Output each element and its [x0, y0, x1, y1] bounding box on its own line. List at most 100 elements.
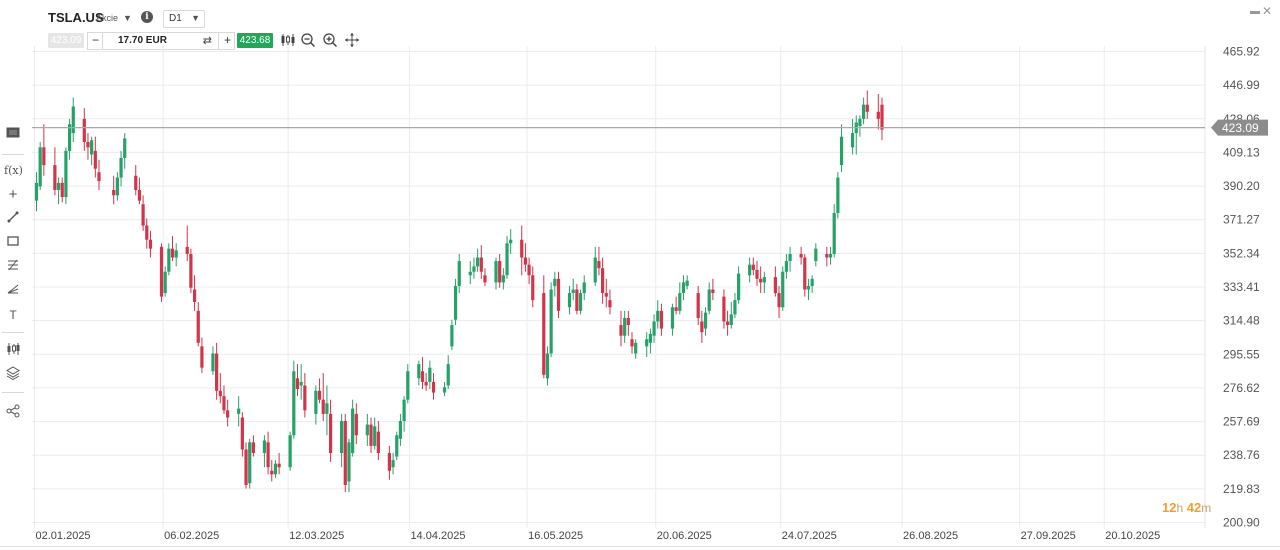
candle-body: [696, 293, 700, 318]
increase-quantity-button[interactable]: +: [223, 33, 231, 47]
y-tick-label: 371.27: [1223, 213, 1260, 227]
chart-type-icon[interactable]: [280, 32, 296, 48]
candle: [189, 248, 193, 294]
candle-body: [137, 189, 142, 201]
candle: [601, 257, 605, 304]
quantity-stepper[interactable]: − 17.70 EUR ⇄ +: [87, 32, 235, 50]
candle: [527, 257, 531, 285]
candle-body: [159, 246, 164, 297]
decrease-quantity-button[interactable]: −: [92, 33, 100, 47]
sell-price-button[interactable]: 423.09: [48, 33, 84, 48]
symbol-label[interactable]: TSLA.US: [48, 10, 104, 25]
candle: [457, 253, 461, 294]
pitchfork-icon[interactable]: [4, 282, 22, 300]
candle-body: [725, 321, 730, 326]
text-tool-icon[interactable]: T: [9, 308, 17, 322]
candle: [244, 442, 248, 489]
crosshair-icon[interactable]: +: [8, 186, 18, 203]
move-icon[interactable]: [344, 32, 360, 48]
x-tick-label: 27.09.2025: [1021, 530, 1076, 542]
candle: [222, 385, 226, 414]
candle: [725, 310, 730, 336]
candle: [825, 246, 829, 267]
candle-body: [678, 293, 682, 311]
swap-units-icon[interactable]: ⇄: [202, 35, 212, 47]
rectangle-tool-icon[interactable]: [4, 234, 22, 252]
candle: [200, 337, 204, 374]
candle-body: [295, 378, 300, 390]
candle-body: [53, 165, 57, 190]
candle: [82, 108, 86, 151]
candle: [722, 289, 726, 329]
candle-body: [648, 333, 652, 343]
chart-toolbar: TSLA.US Akcie ▼ i D1 ▼ ▬ ✕ 423.09 − 17.7…: [0, 0, 1280, 52]
candle: [483, 268, 487, 286]
candle: [60, 177, 64, 203]
candle-body: [34, 182, 39, 201]
candle: [317, 378, 322, 404]
share-icon[interactable]: [4, 404, 22, 422]
move-glyph: [345, 33, 359, 47]
quantity-input[interactable]: 17.70 EUR: [118, 35, 167, 46]
candle-body: [273, 463, 278, 475]
candle-body: [395, 435, 399, 457]
x-tick-label: 16.05.2025: [528, 530, 583, 542]
candle-body: [571, 289, 575, 294]
zoom-in-icon[interactable]: [322, 32, 338, 48]
candle: [604, 278, 608, 308]
candle: [505, 236, 509, 279]
layers-glyph: [6, 366, 20, 381]
candle: [836, 172, 840, 219]
timeframe-select[interactable]: D1 ▼: [163, 10, 205, 28]
candle: [123, 133, 127, 169]
candle: [751, 257, 755, 276]
candle-body: [578, 293, 583, 311]
layers-icon[interactable]: [4, 366, 22, 384]
buy-price-button[interactable]: 423.68: [237, 33, 273, 48]
symbol-dropdown-chevron-down-icon[interactable]: ▼: [123, 13, 132, 23]
close-icon[interactable]: ✕: [1262, 4, 1273, 18]
candle: [862, 97, 866, 125]
candle: [321, 373, 325, 422]
candle-body: [42, 147, 46, 166]
candle: [784, 253, 789, 279]
candle: [53, 147, 57, 196]
price-axis: 465.92446.99428.06409.13390.20371.27352.…: [1223, 45, 1260, 530]
candle-body: [737, 273, 741, 301]
candle: [476, 248, 480, 272]
candle-body: [619, 325, 623, 336]
candle-body: [623, 317, 627, 336]
candle: [159, 243, 164, 302]
candles-icon[interactable]: [4, 342, 22, 360]
candle: [325, 385, 329, 436]
fibonacci-icon[interactable]: [4, 258, 22, 276]
candle: [652, 314, 656, 343]
candle-body: [93, 150, 97, 169]
current-price-label: 423.09: [1222, 121, 1259, 135]
candle: [251, 435, 255, 457]
candle-body: [417, 364, 421, 379]
candle: [211, 346, 215, 375]
candle: [453, 278, 458, 326]
info-icon[interactable]: i: [141, 11, 153, 23]
candle: [42, 124, 46, 176]
window-icon[interactable]: ▬: [1250, 6, 1260, 17]
candle-body: [567, 293, 572, 308]
candle: [226, 399, 230, 427]
display-icon[interactable]: [4, 126, 22, 144]
candle-body: [630, 339, 634, 347]
candle-body: [593, 257, 597, 283]
candle-body: [784, 261, 789, 272]
zoom-out-icon[interactable]: [300, 32, 316, 48]
line-tool-icon[interactable]: [4, 210, 22, 228]
candle: [328, 399, 333, 462]
candle-body: [60, 182, 64, 198]
candle: [148, 230, 153, 258]
x-tick-label: 24.07.2025: [782, 530, 837, 542]
indicator-icon[interactable]: f(x): [4, 164, 23, 177]
candle-body: [90, 140, 94, 155]
candle: [369, 417, 373, 454]
pitchfork-glyph: [7, 284, 19, 294]
candle-body: [806, 285, 811, 290]
